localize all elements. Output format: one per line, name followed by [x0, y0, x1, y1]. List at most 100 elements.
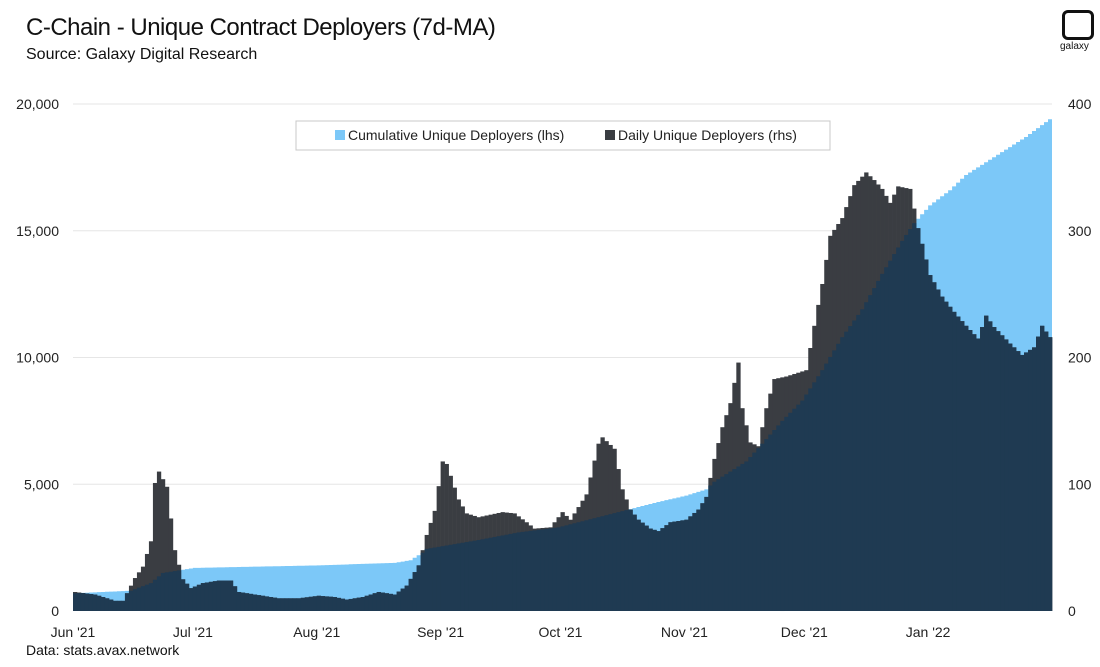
overlap-bar — [896, 247, 901, 612]
legend-swatch-cumulative — [335, 130, 345, 140]
overlap-bar — [700, 503, 705, 611]
overlap-bar — [336, 597, 342, 611]
overlap-bar — [116, 600, 122, 611]
overlap-bar — [900, 240, 905, 611]
overlap-bar — [564, 525, 569, 611]
overlap-bar — [996, 331, 1001, 611]
overlap-bar — [684, 519, 689, 611]
overlap-bar — [892, 254, 897, 611]
overlap-bar — [344, 599, 350, 611]
overlap-bar — [228, 580, 234, 611]
overlap-bar — [796, 404, 801, 611]
overlap-bar — [948, 306, 953, 611]
overlap-bar — [608, 514, 613, 611]
overlap-bar — [552, 527, 557, 611]
overlap-bar — [272, 597, 278, 611]
overlap-bar — [648, 528, 653, 611]
overlap-bar — [596, 517, 601, 611]
overlap-bar — [320, 596, 326, 611]
overlap-bar — [1004, 339, 1009, 611]
overlap-bar — [976, 338, 981, 611]
overlap-bar — [308, 596, 314, 611]
overlap-bar — [1040, 325, 1045, 611]
overlap-bar — [456, 543, 461, 611]
overlap-bar — [144, 584, 150, 611]
overlap-bar — [1008, 343, 1013, 611]
overlap-bar — [692, 512, 697, 611]
overlap-bar — [880, 273, 885, 611]
overlap-bar — [216, 580, 222, 611]
overlap-bar — [372, 593, 377, 611]
overlap-bar — [972, 334, 977, 611]
chart-subtitle: Source: Galaxy Digital Research — [26, 46, 258, 63]
overlap-bar — [580, 521, 585, 611]
overlap-bar — [588, 519, 593, 611]
overlap-bar — [968, 330, 973, 611]
x-tick-label: Dec '21 — [781, 624, 828, 640]
overlap-bar — [548, 528, 553, 611]
overlap-bar — [480, 539, 485, 611]
overlap-bar — [340, 598, 346, 611]
overlap-bar — [744, 461, 749, 611]
galaxy-logo: galaxy — [1058, 8, 1100, 58]
overlap-bar — [500, 535, 505, 611]
overlap-bar — [73, 593, 78, 611]
overlap-bar — [156, 576, 162, 611]
overlap-bar — [168, 571, 174, 611]
overlap-bar — [256, 595, 262, 611]
overlap-bar — [1016, 351, 1021, 611]
overlap-bar — [364, 595, 369, 611]
x-tick-label: Aug '21 — [293, 624, 340, 640]
y-left-tick-label: 15,000 — [16, 223, 59, 239]
overlap-bar — [424, 548, 429, 611]
overlap-bar — [96, 595, 102, 611]
overlap-bar — [1012, 347, 1017, 611]
overlap-bar — [852, 320, 857, 611]
overlap-bar — [916, 228, 921, 611]
overlap-bar — [136, 587, 142, 611]
overlap-bar — [944, 301, 949, 611]
overlap-bar — [992, 327, 997, 611]
overlap-bar — [980, 327, 985, 611]
daily-bar — [164, 486, 170, 611]
overlap-bar — [128, 590, 134, 611]
overlap-bar — [520, 531, 525, 611]
daily-bar — [160, 479, 166, 611]
overlap-bar — [936, 289, 941, 611]
overlap-bar — [108, 599, 114, 611]
overlap-bar — [88, 594, 94, 611]
overlap-bar — [180, 579, 186, 611]
overlap-bar — [184, 583, 190, 611]
overlap-bar — [172, 571, 178, 611]
overlap-bar — [288, 598, 294, 611]
overlap-bar — [640, 522, 645, 611]
overlap-layer — [73, 223, 1053, 612]
overlap-bar — [508, 533, 513, 611]
y-left-tick-label: 0 — [51, 603, 59, 619]
overlap-bar — [324, 596, 330, 611]
overlap-bar — [988, 321, 993, 611]
overlap-bar — [496, 536, 501, 611]
overlap-bar — [592, 518, 597, 611]
overlap-bar — [864, 302, 869, 611]
overlap-bar — [464, 542, 469, 611]
overlap-bar — [80, 593, 86, 611]
overlap-bar — [616, 512, 621, 611]
overlap-bar — [836, 343, 841, 611]
overlap-bar — [752, 452, 757, 611]
logo-text: galaxy — [1060, 41, 1089, 52]
overlap-bar — [124, 593, 130, 611]
overlap-bar — [688, 516, 693, 611]
overlap-bar — [152, 579, 158, 611]
legend-label-cumulative: Cumulative Unique Deployers (lhs) — [348, 127, 564, 143]
overlap-bar — [512, 533, 517, 611]
overlap-bar — [824, 363, 829, 611]
overlap-bar — [716, 479, 721, 611]
daily-bar — [152, 482, 158, 611]
overlap-bar — [1032, 347, 1037, 611]
overlap-bar — [284, 598, 290, 611]
overlap-bar — [236, 591, 242, 611]
overlap-bar — [660, 528, 665, 611]
overlap-bar — [724, 474, 729, 611]
